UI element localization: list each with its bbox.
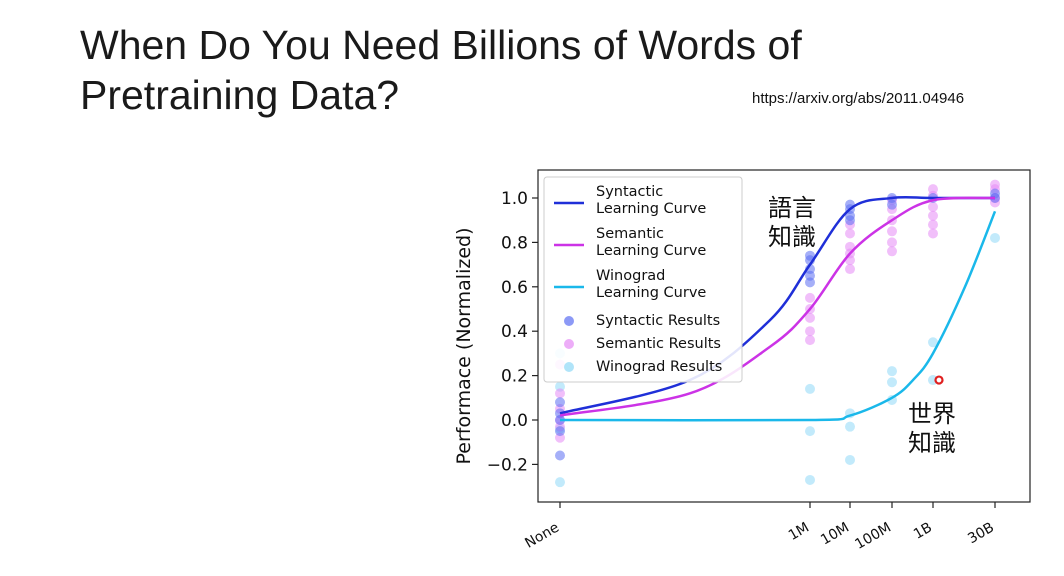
x-tick-label: 100M: [852, 520, 894, 553]
semantic-result-point: [805, 335, 815, 346]
winograd-result-point: [928, 337, 938, 348]
legend-label: Winograd: [596, 268, 665, 284]
syntactic-result-point: [805, 250, 815, 261]
semantic-result-point: [887, 237, 897, 248]
winograd-result-point: [887, 366, 897, 377]
legend-dot-swatch: [564, 339, 574, 349]
legend-label: Learning Curve: [596, 201, 706, 217]
legend-label: Syntactic Results: [596, 313, 720, 329]
semantic-result-point: [928, 201, 938, 212]
syntactic-result-point: [990, 188, 1000, 199]
semantic-result-point: [887, 226, 897, 237]
plot-frame: [537, 169, 1031, 503]
slide-title-line-1: When Do You Need Billions of Words of: [80, 22, 802, 68]
annotation-text: 知識: [768, 223, 816, 251]
legend-box: [543, 176, 743, 383]
syntactic-result-point: [805, 277, 815, 288]
winograd-result-point: [805, 474, 815, 485]
syntactic-result-point: [887, 199, 897, 210]
highlight-marker: [934, 375, 944, 385]
syntactic-result-point: [555, 450, 565, 461]
slide-title-line-2: Pretraining Data?: [80, 72, 400, 118]
semantic-result-point: [845, 264, 855, 275]
syntactic-result-point: [845, 215, 855, 226]
y-tick-label: −0.2: [487, 455, 528, 475]
legend-label: Learning Curve: [596, 285, 706, 301]
x-tick-label: 1B: [911, 520, 935, 543]
reference-link[interactable]: https://arxiv.org/abs/2011.04946: [752, 90, 965, 107]
y-tick-label: 0.2: [501, 367, 528, 387]
annotation-text: 語言: [768, 194, 816, 222]
legend-dot-swatch: [564, 316, 574, 326]
semantic-result-point: [928, 219, 938, 230]
syntactic-result-point: [555, 397, 565, 408]
semantic-result-point: [928, 210, 938, 221]
winograd-result-point: [805, 383, 815, 394]
y-tick-label: 0.6: [501, 278, 528, 298]
semantic-result-point: [887, 246, 897, 257]
legend-label: Semantic: [596, 226, 664, 242]
legend-label: Winograd Results: [596, 359, 722, 375]
annotation-text: 知識: [908, 429, 956, 457]
x-tick-label: 30B: [965, 520, 997, 548]
learning-curves-chart: 1.0 0.8 0.6 0.4 0.2 0.0 −0.2 None 1M 10M 100M 1B 30B…: [453, 169, 1031, 553]
annotation-text: 世界: [908, 400, 956, 428]
semantic-learning-curve: [559, 196, 996, 417]
y-tick-label: 0.0: [501, 411, 528, 431]
legend-label: Syntactic: [596, 184, 663, 200]
semantic-result-point: [805, 312, 815, 323]
x-tick-label: 10M: [818, 520, 852, 549]
semantic-result-point: [928, 228, 938, 239]
winograd-result-point: [805, 426, 815, 437]
winograd-result-point: [990, 232, 1000, 243]
x-tick-label: 1M: [786, 520, 812, 544]
semantic-result-point: [845, 228, 855, 239]
y-tick-label: 1.0: [501, 189, 528, 209]
winograd-result-point: [555, 477, 565, 488]
semantic-result-point: [805, 292, 815, 303]
semantic-result-point: [555, 388, 565, 399]
winograd-result-point: [845, 421, 855, 432]
winograd-result-point: [845, 454, 855, 465]
winograd-learning-curve: [559, 210, 997, 422]
semantic-result-point: [805, 326, 815, 337]
legend-label: Semantic Results: [596, 336, 721, 352]
syntactic-result-point: [555, 426, 565, 437]
legend-label: Learning Curve: [596, 243, 706, 259]
y-tick-label: 0.8: [501, 233, 528, 253]
y-tick-label: 0.4: [501, 322, 528, 342]
slide-title: When Do You Need Billions of Words of Pr…: [80, 20, 940, 120]
y-axis-label: Performace (Normalized): [453, 228, 475, 465]
winograd-result-point: [887, 377, 897, 388]
legend-dot-swatch: [564, 362, 574, 372]
x-tick-label: None: [522, 520, 562, 552]
